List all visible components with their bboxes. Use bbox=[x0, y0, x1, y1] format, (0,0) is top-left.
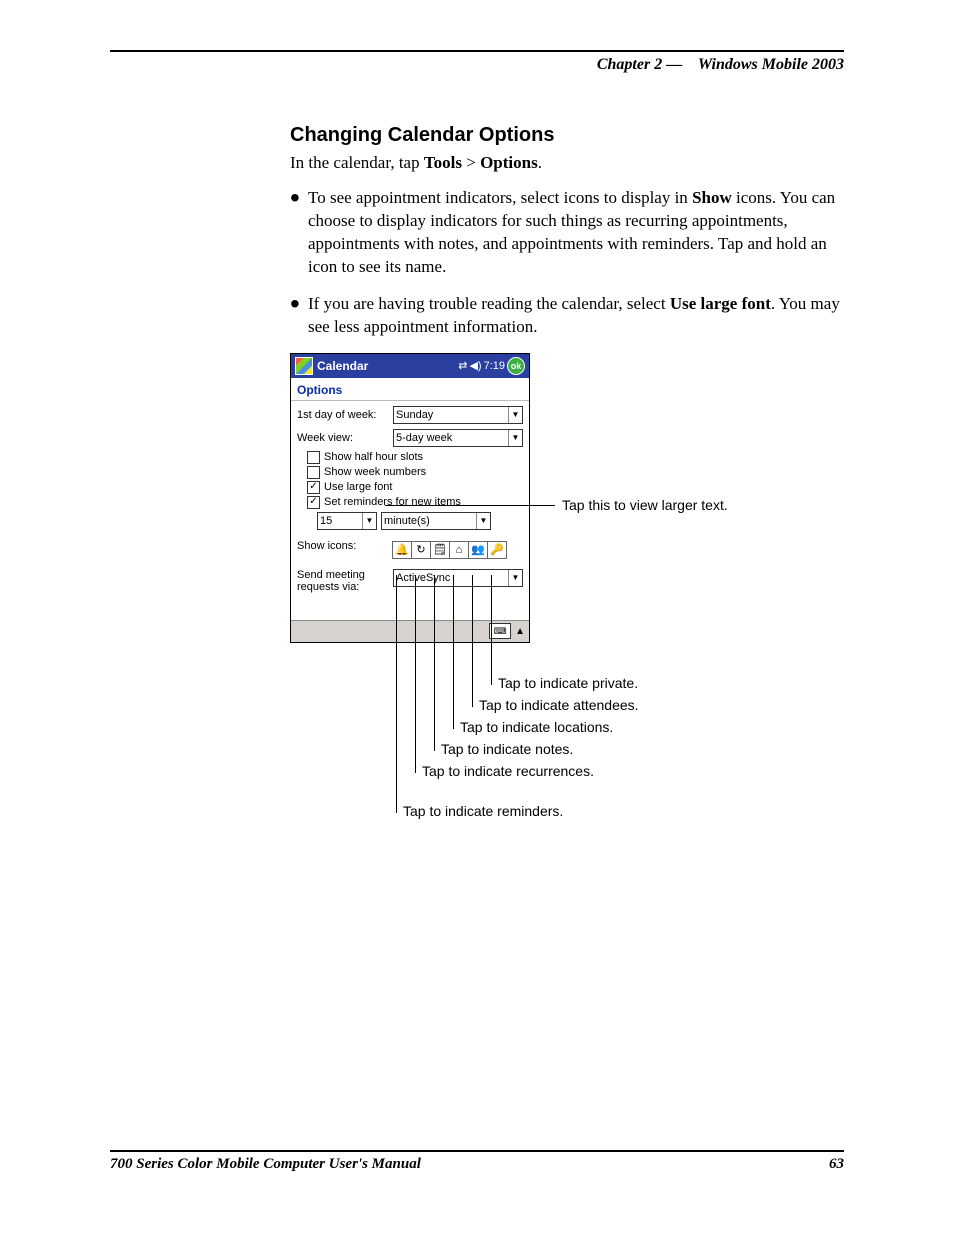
chk-half-hour[interactable] bbox=[307, 451, 320, 464]
attendees-icon[interactable]: 👥 bbox=[468, 541, 488, 559]
reminder-unit: minute(s) bbox=[384, 515, 430, 527]
header-sep: — bbox=[666, 56, 682, 73]
chk-reminders[interactable]: ✓ bbox=[307, 496, 320, 509]
bullet-2: If you are having trouble reading the ca… bbox=[290, 293, 844, 339]
callout-locations: Tap to indicate locations. bbox=[460, 719, 613, 735]
note-icon[interactable]: 🗒 bbox=[430, 541, 450, 559]
bullet-1: To see appointment indicators, select ic… bbox=[290, 187, 844, 279]
chevron-down-icon: ▼ bbox=[508, 407, 522, 423]
bottom-bar: ⌨ ▲ bbox=[291, 620, 529, 642]
intro-tools: Tools bbox=[424, 153, 462, 172]
reminder-unit-select[interactable]: minute(s) ▼ bbox=[381, 512, 491, 530]
reminder-icon[interactable]: 🔔 bbox=[392, 541, 412, 559]
signal-icon: ⇄ bbox=[458, 359, 467, 372]
keyboard-icon[interactable]: ⌨ bbox=[489, 623, 511, 639]
reminder-value-select[interactable]: 15 ▼ bbox=[317, 512, 377, 530]
leader-recurrences bbox=[415, 575, 416, 773]
chk-half-hour-label: Show half hour slots bbox=[324, 451, 423, 463]
reminder-row: 15 ▼ minute(s) ▼ bbox=[317, 512, 523, 530]
page: Chapter 2 — Windows Mobile 2003 Changing… bbox=[0, 0, 954, 1235]
callout-reminders: Tap to indicate reminders. bbox=[403, 803, 563, 819]
intro-text: In the calendar, tap Tools > Options. bbox=[290, 153, 844, 173]
chk-week-numbers-row: Show week numbers bbox=[307, 466, 523, 479]
first-day-select[interactable]: Sunday ▼ bbox=[393, 406, 523, 424]
send-label: Send meeting requests via: bbox=[297, 569, 393, 593]
private-icon[interactable]: 🔑 bbox=[487, 541, 507, 559]
send-label-1: Send meeting bbox=[297, 569, 365, 581]
row-first-day: 1st day of week: Sunday ▼ bbox=[297, 405, 523, 425]
intro-suffix: . bbox=[538, 153, 542, 172]
chk-week-numbers-label: Show week numbers bbox=[324, 466, 426, 478]
leader-attendees bbox=[472, 575, 473, 707]
titlebar: Calendar ⇄ ◀) 7:19 ok bbox=[291, 354, 529, 378]
leader-reminders bbox=[396, 575, 397, 813]
intro-prefix: In the calendar, tap bbox=[290, 153, 424, 172]
leader-locations bbox=[453, 575, 454, 729]
header-text: Chapter 2 — Windows Mobile 2003 bbox=[110, 56, 844, 74]
chapter-label: Chapter 2 bbox=[597, 56, 662, 73]
b2b: Use large font bbox=[670, 294, 771, 313]
screenshot-region: Calendar ⇄ ◀) 7:19 ok Options 1st day of… bbox=[290, 353, 850, 643]
chapter-title: Windows Mobile 2003 bbox=[698, 56, 844, 73]
icon-strip: 🔔 ↻ 🗒 ⌂ 👥 🔑 bbox=[393, 541, 523, 559]
callout-attendees: Tap to indicate attendees. bbox=[479, 697, 639, 713]
send-label-2: requests via: bbox=[297, 581, 359, 593]
row-send: Send meeting requests via: ActiveSync ▼ bbox=[297, 569, 523, 593]
sip-up-icon[interactable]: ▲ bbox=[515, 626, 525, 637]
week-view-select[interactable]: 5-day week ▼ bbox=[393, 429, 523, 447]
intro-gt: > bbox=[462, 153, 480, 172]
chevron-down-icon: ▼ bbox=[508, 430, 522, 446]
chevron-down-icon: ▼ bbox=[508, 570, 522, 586]
send-via-select[interactable]: ActiveSync ▼ bbox=[393, 569, 523, 587]
bullet-list: To see appointment indicators, select ic… bbox=[290, 187, 844, 339]
callout-recurrences: Tap to indicate recurrences. bbox=[422, 763, 594, 779]
chk-half-hour-row: Show half hour slots bbox=[307, 451, 523, 464]
b1b: Show bbox=[692, 188, 732, 207]
footer-row: 700 Series Color Mobile Computer User's … bbox=[110, 1156, 844, 1173]
send-via-value: ActiveSync bbox=[396, 572, 450, 584]
start-icon[interactable] bbox=[295, 357, 313, 375]
show-icons-label: Show icons: bbox=[297, 540, 393, 552]
leader-notes bbox=[434, 575, 435, 751]
chk-large-font-row: ✓ Use large font bbox=[307, 481, 523, 494]
tray: ⇄ ◀) 7:19 ok bbox=[458, 357, 525, 375]
chk-reminders-row: ✓ Set reminders for new items bbox=[307, 496, 523, 509]
ok-button[interactable]: ok bbox=[507, 357, 525, 375]
app-title: Calendar bbox=[317, 359, 368, 373]
week-view-label: Week view: bbox=[297, 432, 393, 444]
page-number: 63 bbox=[829, 1156, 844, 1173]
chk-large-font[interactable]: ✓ bbox=[307, 481, 320, 494]
b2a: If you are having trouble reading the ca… bbox=[308, 294, 670, 313]
first-day-value: Sunday bbox=[396, 409, 433, 421]
volume-icon: ◀) bbox=[469, 359, 481, 372]
section-title: Changing Calendar Options bbox=[290, 124, 844, 147]
row-week-view: Week view: 5-day week ▼ bbox=[297, 428, 523, 448]
footer-rule bbox=[110, 1150, 844, 1152]
callout-large-font: Tap this to view larger text. bbox=[562, 497, 728, 513]
callout-private: Tap to indicate private. bbox=[498, 675, 638, 691]
reminder-value: 15 bbox=[320, 515, 332, 527]
form-area: 1st day of week: Sunday ▼ Week view: 5-d… bbox=[291, 401, 529, 602]
week-view-value: 5-day week bbox=[396, 432, 452, 444]
options-header: Options bbox=[291, 378, 529, 401]
callout-notes: Tap to indicate notes. bbox=[441, 741, 573, 757]
footer: 700 Series Color Mobile Computer User's … bbox=[110, 1150, 844, 1173]
first-day-label: 1st day of week: bbox=[297, 409, 393, 421]
intro-options: Options bbox=[480, 153, 538, 172]
location-icon[interactable]: ⌂ bbox=[449, 541, 469, 559]
leader-large-font bbox=[385, 505, 555, 506]
manual-title: 700 Series Color Mobile Computer User's … bbox=[110, 1156, 421, 1173]
header-rule bbox=[110, 50, 844, 52]
chk-week-numbers[interactable] bbox=[307, 466, 320, 479]
leader-private bbox=[491, 575, 492, 685]
chk-large-font-label: Use large font bbox=[324, 481, 392, 493]
content: Changing Calendar Options In the calenda… bbox=[110, 124, 844, 643]
chk-reminders-label: Set reminders for new items bbox=[324, 496, 461, 508]
device-screenshot: Calendar ⇄ ◀) 7:19 ok Options 1st day of… bbox=[290, 353, 530, 643]
chevron-down-icon: ▼ bbox=[362, 513, 376, 529]
recurrence-icon[interactable]: ↻ bbox=[411, 541, 431, 559]
clock: 7:19 bbox=[484, 360, 505, 372]
chevron-down-icon: ▼ bbox=[476, 513, 490, 529]
b1a: To see appointment indicators, select ic… bbox=[308, 188, 692, 207]
